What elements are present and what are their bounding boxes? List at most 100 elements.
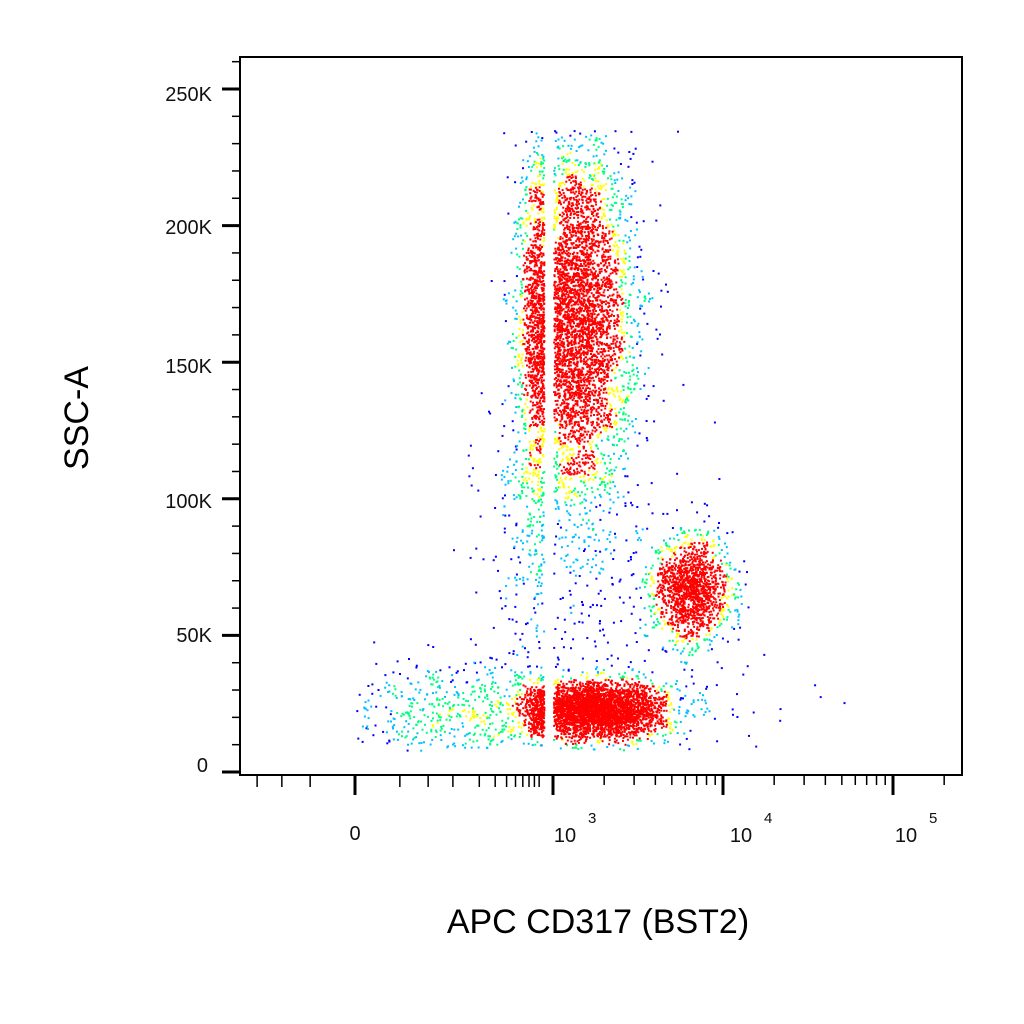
event-point	[779, 708, 782, 711]
event-point	[603, 372, 606, 375]
event-point	[561, 417, 564, 420]
event-point	[646, 527, 649, 530]
event-point	[533, 688, 536, 691]
event-point	[564, 217, 567, 220]
event-point	[489, 412, 492, 415]
event-point	[456, 692, 459, 695]
event-point	[530, 686, 533, 689]
event-point	[726, 552, 729, 555]
event-point	[531, 404, 534, 407]
event-point	[540, 233, 543, 235]
event-point	[490, 701, 493, 703]
event-point	[540, 582, 543, 585]
event-point	[623, 749, 625, 752]
event-point	[572, 180, 575, 183]
event-point	[612, 301, 615, 304]
event-point	[539, 397, 542, 400]
event-point	[554, 368, 556, 371]
event-point	[671, 707, 674, 710]
event-point	[525, 251, 528, 254]
event-point	[591, 474, 594, 476]
event-point	[699, 692, 701, 695]
event-point	[665, 682, 668, 685]
event-point	[565, 449, 568, 452]
event-point	[660, 612, 663, 615]
event-point	[588, 237, 591, 239]
event-point	[611, 354, 614, 357]
event-point	[597, 167, 599, 170]
event-point	[438, 716, 441, 718]
event-point	[660, 591, 663, 594]
event-point	[528, 278, 531, 281]
event-point	[501, 434, 504, 437]
event-point	[706, 627, 709, 630]
event-point	[581, 621, 584, 624]
event-point	[702, 542, 705, 545]
event-point	[597, 305, 600, 308]
event-point	[613, 452, 615, 455]
event-point	[660, 715, 663, 718]
event-point	[530, 200, 533, 203]
event-point	[557, 157, 560, 160]
event-point	[602, 568, 605, 571]
event-point	[565, 457, 568, 460]
event-point	[595, 533, 597, 536]
event-point	[632, 605, 635, 608]
event-point	[542, 400, 545, 403]
event-point	[441, 697, 444, 700]
event-point	[522, 582, 525, 585]
event-point	[556, 219, 559, 222]
event-point	[718, 624, 721, 627]
event-point	[578, 620, 581, 623]
event-point	[591, 454, 594, 457]
event-point	[557, 423, 560, 426]
event-point	[589, 436, 591, 438]
event-point	[598, 426, 601, 429]
event-point	[718, 603, 721, 606]
event-point	[515, 317, 518, 320]
event-point	[583, 430, 586, 433]
event-point	[606, 538, 609, 541]
event-point	[734, 597, 737, 600]
event-point	[612, 293, 615, 296]
event-point	[614, 130, 617, 133]
event-point	[696, 553, 699, 556]
event-point	[605, 424, 607, 427]
event-point	[521, 353, 524, 356]
event-point	[670, 703, 673, 706]
event-point	[612, 621, 615, 624]
event-point	[526, 340, 529, 343]
event-point	[678, 712, 681, 715]
event-point	[539, 399, 542, 402]
event-point	[701, 535, 704, 538]
event-point	[603, 259, 606, 262]
event-point	[590, 204, 593, 207]
event-point	[673, 720, 676, 723]
event-point	[647, 729, 650, 732]
event-point	[616, 254, 619, 257]
event-point	[641, 528, 644, 531]
event-point	[616, 294, 619, 297]
event-point	[573, 460, 576, 463]
event-point	[626, 681, 629, 684]
event-point	[609, 218, 611, 221]
event-point	[526, 160, 529, 163]
event-point	[540, 494, 543, 497]
event-point	[539, 585, 542, 587]
event-point	[538, 470, 540, 473]
event-point	[375, 662, 378, 665]
event-point	[622, 259, 625, 262]
event-point	[529, 400, 532, 403]
event-point	[591, 429, 594, 432]
event-point	[553, 409, 556, 411]
event-point	[563, 231, 566, 234]
event-point	[521, 475, 524, 478]
event-point	[583, 474, 586, 477]
event-point	[559, 486, 562, 489]
event-point	[529, 409, 532, 412]
event-point	[590, 261, 593, 264]
event-point	[675, 636, 678, 639]
event-point	[520, 361, 523, 364]
event-point	[622, 495, 625, 498]
event-point	[658, 596, 661, 598]
